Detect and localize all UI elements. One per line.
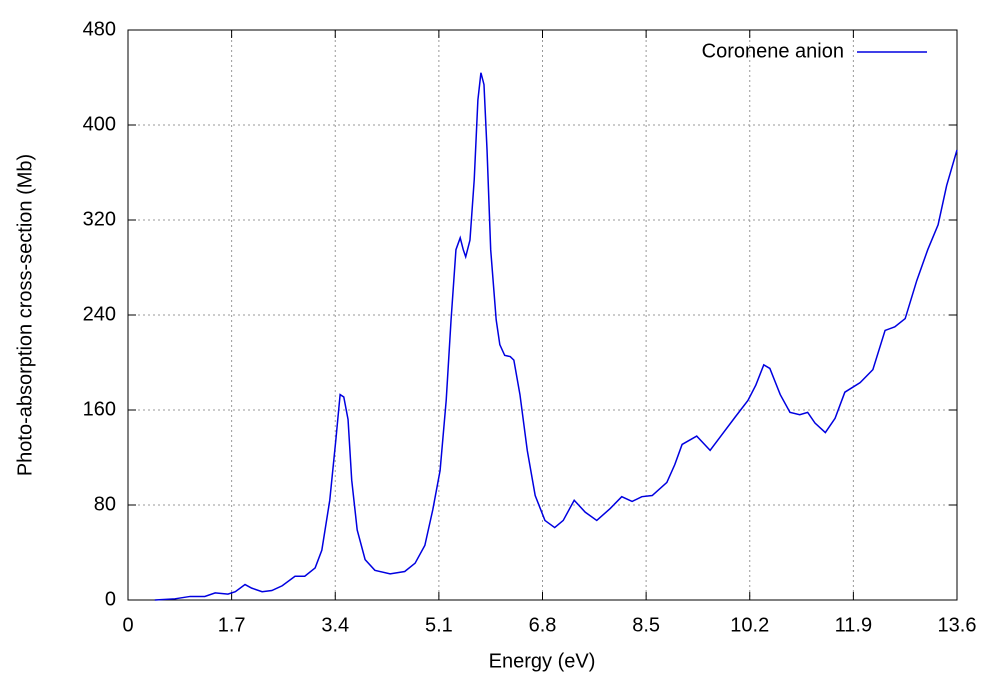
data-line — [154, 72, 958, 601]
x-tick-label: 5.1 — [425, 614, 453, 636]
x-tick-label: 1.7 — [218, 614, 246, 636]
y-tick-label: 160 — [83, 398, 116, 420]
legend-label: Coronene anion — [702, 40, 844, 62]
y-tick-label: 480 — [83, 18, 116, 40]
y-axis-label: Photo-absorption cross-section (Mb) — [14, 154, 36, 476]
y-tick-label: 0 — [105, 588, 116, 610]
x-tick-label: 13.6 — [938, 614, 977, 636]
plot-frame — [127, 29, 958, 601]
y-tick-label: 400 — [83, 113, 116, 135]
y-tick-label: 320 — [83, 208, 116, 230]
x-tick-label: 8.5 — [632, 614, 660, 636]
y-tick-label: 80 — [94, 493, 116, 515]
x-tick-label: 10.2 — [730, 614, 769, 636]
x-tick-label: 3.4 — [321, 614, 349, 636]
y-tick-label: 240 — [83, 303, 116, 325]
x-tick-label: 6.8 — [529, 614, 557, 636]
x-tick-label: 11.9 — [835, 614, 872, 636]
x-axis-label: Energy (eV) — [489, 650, 596, 672]
x-tick-label: 0 — [122, 614, 133, 636]
